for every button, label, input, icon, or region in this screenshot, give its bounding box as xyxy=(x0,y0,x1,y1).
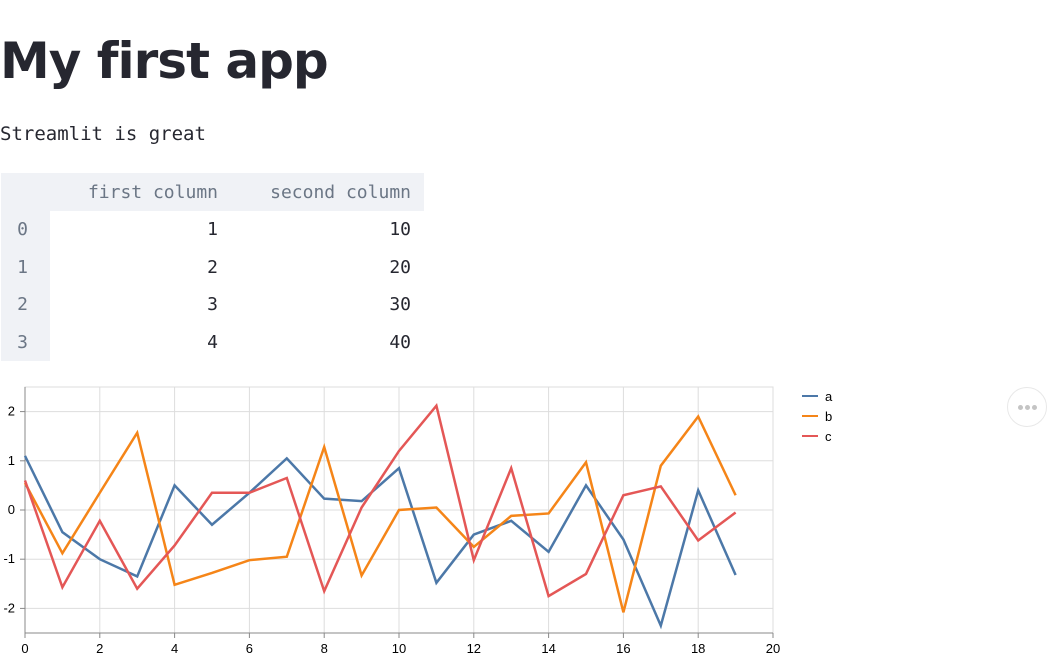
y-tick-label: 1 xyxy=(8,453,15,468)
table-row: 0 1 10 xyxy=(1,211,424,249)
line-chart: 0 2 4 6 8 10 12 14 16 18 20 -2 -1 0 1 2 a b c xyxy=(0,380,900,664)
y-tick-label: -2 xyxy=(3,600,15,615)
cell-second-column: 10 xyxy=(389,219,411,241)
series-line-c xyxy=(23,402,737,598)
series-line-a xyxy=(23,455,737,630)
cell-first-column: 4 xyxy=(207,331,218,353)
x-tick-label: 20 xyxy=(766,641,780,656)
x-tick-label: 2 xyxy=(96,641,103,656)
x-tick-label: 16 xyxy=(616,641,630,656)
table-corner-cell xyxy=(1,173,50,211)
legend-label-a: a xyxy=(825,389,833,404)
y-tick-label: 2 xyxy=(8,404,15,419)
cell-first-column: 1 xyxy=(207,219,218,241)
page-subtitle: Streamlit is great xyxy=(0,123,206,145)
y-tick-label: 0 xyxy=(8,502,15,517)
x-tick-label: 12 xyxy=(467,641,481,656)
x-tick-label: 18 xyxy=(691,641,705,656)
data-table: first column second column 0 1 10 1 2 20… xyxy=(1,173,424,361)
table-header-row: first column second column xyxy=(1,173,424,211)
row-index: 2 xyxy=(1,286,50,324)
column-header-first[interactable]: first column xyxy=(50,173,231,211)
cell-first-column: 3 xyxy=(207,294,218,316)
row-index: 3 xyxy=(1,323,50,361)
x-tick-label: 0 xyxy=(21,641,28,656)
x-tick-label: 14 xyxy=(541,641,555,656)
table-row: 3 4 40 xyxy=(1,323,424,361)
table-row: 2 3 30 xyxy=(1,286,424,324)
legend-label-c: c xyxy=(825,429,832,444)
cell-second-column: 20 xyxy=(389,256,411,278)
column-header-second[interactable]: second column xyxy=(231,173,424,211)
row-index: 0 xyxy=(1,211,50,249)
table-row: 1 2 20 xyxy=(1,248,424,286)
row-index: 1 xyxy=(1,248,50,286)
y-tick-label: -1 xyxy=(3,551,15,566)
x-tick-label: 4 xyxy=(171,641,178,656)
more-horizontal-icon[interactable] xyxy=(1007,387,1047,427)
x-tick-label: 6 xyxy=(246,641,253,656)
x-tick-label: 8 xyxy=(321,641,328,656)
cell-second-column: 30 xyxy=(389,294,411,316)
legend-label-b: b xyxy=(825,409,832,424)
series-line-b xyxy=(23,414,737,613)
x-tick-label: 10 xyxy=(392,641,406,656)
cell-second-column: 40 xyxy=(389,331,411,353)
page-title: My first app xyxy=(0,32,329,90)
cell-first-column: 2 xyxy=(207,256,218,278)
